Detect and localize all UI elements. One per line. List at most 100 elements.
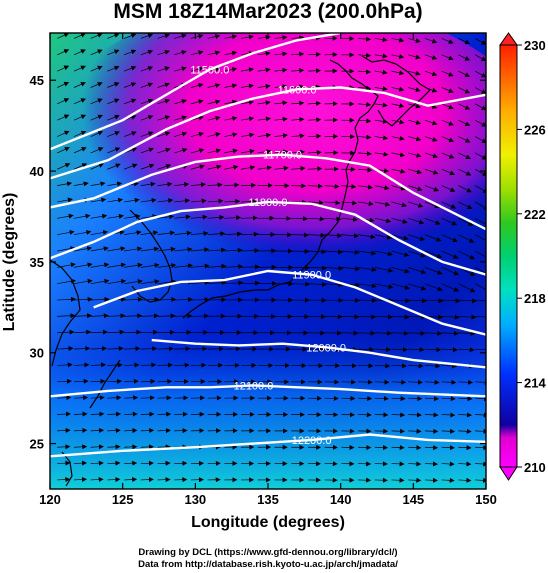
korea-coastline xyxy=(129,209,173,303)
contour-label: 12200.0 xyxy=(292,435,332,447)
wind-arrow xyxy=(424,298,444,304)
wind-arrow xyxy=(274,84,288,90)
wind-arrow xyxy=(458,250,475,260)
wind-arrow xyxy=(291,133,305,139)
wind-arrow xyxy=(241,280,261,286)
wind-arrow xyxy=(291,149,306,155)
wind-arrow xyxy=(90,477,104,482)
wind-arrow xyxy=(73,130,87,137)
wind-arrow xyxy=(441,168,455,176)
wind-arrow xyxy=(140,115,154,121)
wind-arrow xyxy=(124,362,140,368)
wind-arrow xyxy=(157,230,176,236)
wind-arrow xyxy=(157,198,174,204)
wind-arrow xyxy=(107,181,123,187)
wind-arrow xyxy=(358,298,377,304)
wind-arrow xyxy=(474,283,486,291)
wind-arrow xyxy=(274,35,288,41)
wind-arrow xyxy=(73,49,86,56)
wind-arrow xyxy=(408,298,427,304)
wind-arrow xyxy=(174,115,187,121)
wind-arrow xyxy=(441,152,455,159)
wind-arrow xyxy=(424,185,439,192)
wind-arrow xyxy=(57,246,76,252)
wind-arrow xyxy=(374,347,392,353)
wind-arrow xyxy=(157,246,176,252)
colorbar-top-arrow xyxy=(499,32,518,46)
wind-arrow xyxy=(474,234,486,244)
wind-arrow xyxy=(307,281,327,287)
wind-arrow xyxy=(174,297,193,303)
wind-arrow xyxy=(391,363,407,369)
wind-arrow xyxy=(458,201,473,210)
wind-arrow xyxy=(57,229,75,236)
wind-arrow xyxy=(291,248,310,254)
wind-arrow xyxy=(391,103,405,108)
wind-arrow xyxy=(73,98,87,105)
wind-arrow xyxy=(424,379,440,385)
wind-arrow xyxy=(441,136,455,143)
wind-arrow xyxy=(140,262,160,268)
wind-arrow xyxy=(57,460,71,466)
wind-arrow xyxy=(257,149,272,155)
wind-arrow xyxy=(140,362,157,368)
wind-arrow xyxy=(190,214,208,220)
wind-arrow xyxy=(474,103,486,111)
wind-arrow xyxy=(73,163,88,170)
wind-arrow xyxy=(391,283,410,290)
wind-arrow xyxy=(274,100,288,106)
wind-arrow xyxy=(57,362,73,368)
wind-arrow xyxy=(458,347,475,353)
wind-arrow xyxy=(207,214,225,220)
wind-arrow xyxy=(424,330,443,336)
wind-arrow xyxy=(374,314,393,320)
wind-arrow xyxy=(73,33,86,39)
wind-arrow xyxy=(441,314,460,320)
wind-arrow xyxy=(441,412,456,418)
wind-arrow xyxy=(307,166,323,172)
wind-arrow xyxy=(190,50,204,56)
wind-arrow xyxy=(374,283,394,290)
wind-arrow xyxy=(90,411,105,417)
contour-label: 11600.0 xyxy=(278,84,317,96)
contour-label: 11700.0 xyxy=(263,150,302,162)
wind-arrow xyxy=(391,70,405,76)
wind-arrow xyxy=(124,378,139,384)
wind-arrow xyxy=(190,148,205,154)
wind-arrow xyxy=(207,132,221,138)
wind-arrow xyxy=(73,229,92,236)
wind-arrow xyxy=(190,297,210,303)
wind-arrow xyxy=(140,197,157,203)
wind-arrow xyxy=(224,83,238,89)
contour-line xyxy=(50,33,341,151)
wind-arrow xyxy=(341,184,357,190)
wind-arrow xyxy=(157,279,177,285)
wind-arrow xyxy=(475,396,486,402)
wind-arrow xyxy=(107,246,126,252)
wind-arrow xyxy=(391,412,406,418)
wind-arrow xyxy=(458,54,471,61)
wind-arrow xyxy=(291,117,305,123)
wind-arrow xyxy=(408,314,427,320)
wind-arrow xyxy=(374,135,389,141)
wind-arrow xyxy=(90,181,106,187)
x-tick-label: 145 xyxy=(402,492,424,507)
wind-arrow xyxy=(140,296,160,302)
wind-arrow xyxy=(374,151,389,157)
wind-arrow xyxy=(424,54,438,60)
wind-arrow xyxy=(408,87,421,93)
wind-arrow xyxy=(391,347,408,353)
wind-arrow xyxy=(90,197,107,203)
wind-arrow xyxy=(291,84,305,90)
contour-line xyxy=(50,200,486,276)
wind-arrow xyxy=(174,131,188,137)
wind-arrow xyxy=(90,313,109,319)
wind-arrow xyxy=(274,165,289,171)
wind-arrow xyxy=(140,378,156,384)
wind-arrow xyxy=(274,149,289,155)
wind-arrow xyxy=(107,278,127,285)
wind-arrow xyxy=(391,445,405,451)
wind-arrow xyxy=(57,81,70,88)
wind-arrow xyxy=(391,250,410,257)
wind-arrow xyxy=(374,102,388,108)
